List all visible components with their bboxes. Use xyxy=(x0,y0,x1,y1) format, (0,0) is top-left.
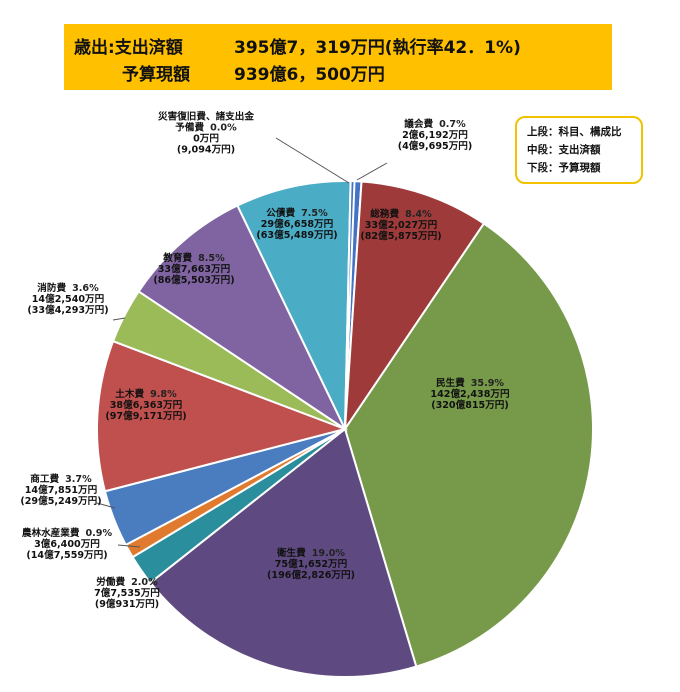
slice-name-10: 公債費 xyxy=(266,207,295,219)
slice-budget-6: (29億5,249万円) xyxy=(20,495,101,507)
slice-percent-1: 8.4% xyxy=(405,209,432,220)
legend-line-middle: 中段：支出済額 xyxy=(527,144,601,156)
slice-budget-2: (320億815万円) xyxy=(431,399,509,411)
pie-slice-7 xyxy=(96,339,349,493)
slice-budget-0: (4億9,695万円) xyxy=(398,140,473,152)
slice-spent-7: 38億6,363万円 xyxy=(110,399,182,411)
slice-budget-7: (97億9,171万円) xyxy=(105,410,186,422)
slice-name-line-11-1: 予備費 xyxy=(175,122,204,134)
slice-budget-8: (33億4,293万円) xyxy=(27,304,108,316)
slice-budget-9: (86億5,503万円) xyxy=(153,274,234,286)
slice-percent-6: 3.7% xyxy=(65,474,92,485)
slice-name-8: 消防費 xyxy=(37,282,66,294)
summary-banner: 歳出:支出済額 395億7，319万円(執行率42．1%) 予算現額 939億6… xyxy=(64,24,612,90)
leader-line-0 xyxy=(356,162,388,181)
slice-label-2: 民生費 35.9%142億2,438万円(320億815万円) xyxy=(430,377,509,411)
slice-label-9: 教育費 8.5%33億7,663万円(86億5,503万円) xyxy=(153,252,234,286)
leader-line-4 xyxy=(149,576,161,586)
slice-title-line-0-0: 議会費 0.7% xyxy=(404,118,466,130)
slice-spent-11: 0万円 xyxy=(193,134,219,145)
leader-line-6 xyxy=(96,502,116,509)
slice-name-2: 民生費 xyxy=(436,377,465,389)
slice-percent-0: 0.7% xyxy=(439,119,466,130)
pie-slice-2 xyxy=(343,222,594,668)
pie-slices xyxy=(96,180,594,678)
slice-name-line-11-0: 災害復旧費、諸支出金 xyxy=(157,111,254,123)
slice-spent-10: 29億6,658万円 xyxy=(261,218,333,230)
slice-spent-6: 14億7,851万円 xyxy=(25,484,97,496)
legend-line-bottom: 下段：予算現額 xyxy=(527,162,601,174)
slice-label-7: 土木費 9.8%38億6,363万円(97億9,171万円) xyxy=(105,388,186,422)
slice-percent-7: 9.8% xyxy=(150,389,177,400)
slice-spent-2: 142億2,438万円 xyxy=(430,388,509,400)
slice-budget-3: (196億2,826万円) xyxy=(267,569,355,581)
leader-line-5 xyxy=(117,544,141,548)
slice-percent-8: 3.6% xyxy=(72,283,99,294)
slice-labels: 議会費 0.7%2億6,192万円(4億9,695万円) 総務費 8.4%33億2,0… xyxy=(20,111,509,611)
slice-name-3: 衛生費 xyxy=(276,547,306,559)
leader-line-8 xyxy=(112,317,126,321)
slice-spent-9: 33億7,663万円 xyxy=(158,263,230,275)
slice-spent-8: 14億2,540万円 xyxy=(32,293,104,305)
slice-percent-3: 19.0% xyxy=(312,548,346,559)
slice-budget-5: (14億7,559万円) xyxy=(26,549,107,561)
pie-slice-1 xyxy=(343,180,486,433)
slice-percent-2: 35.9% xyxy=(471,378,505,389)
slice-percent-5: 0.9% xyxy=(85,528,112,539)
slice-budget-1: (82億5,875万円) xyxy=(360,230,441,242)
slice-title-line-9-0: 教育費 8.5% xyxy=(162,252,225,264)
slice-label-5: 農林水産業費 0.9%3億6,400万円(14億7,559万円) xyxy=(22,527,113,561)
slice-label-0: 議会費 0.7%2億6,192万円(4億9,695万円) xyxy=(398,118,473,152)
pie-slice-11 xyxy=(344,180,356,430)
leader-line-11 xyxy=(275,137,350,184)
slice-budget-10: (63億5,489万円) xyxy=(256,229,337,241)
slice-label-1: 総務費 8.4%33億2,027万円(82億5,875万円) xyxy=(360,208,441,242)
slice-percent-9: 8.5% xyxy=(198,253,225,264)
slice-spent-5: 3億6,400万円 xyxy=(34,538,100,550)
pie-slice-3 xyxy=(148,427,418,678)
slice-spent-0: 2億6,192万円 xyxy=(402,129,468,141)
budget-label: 予算現額 xyxy=(122,65,190,85)
slice-label-4: 労働費 2.0%7億7,535万円(9億931万円) xyxy=(94,576,160,610)
pie-slice-10 xyxy=(236,180,352,430)
slice-title-line-2-0: 民生費 35.9% xyxy=(436,377,504,389)
slice-label-3: 衛生費 19.0%75億1,652万円(196億2,826万円) xyxy=(267,547,355,581)
slice-name-6: 商工費 xyxy=(30,473,59,485)
pie-slice-9 xyxy=(137,204,348,432)
slice-label-10: 公債費 7.5%29億6,658万円(63億5,489万円) xyxy=(256,207,337,241)
row-legend-box: 上段：科目、構成比 中段：支出済額 下段：予算現額 xyxy=(515,116,643,184)
slice-title-line-3-0: 衛生費 19.0% xyxy=(276,547,345,559)
slice-title-line-10-0: 公債費 7.5% xyxy=(266,207,328,219)
slice-title-line-4-0: 労働費 2.0% xyxy=(96,576,158,588)
legend-line-top: 上段：科目、構成比 xyxy=(527,126,622,138)
slice-percent-4: 2.0% xyxy=(131,577,158,588)
expenditure-value: 395億7，319万円(執行率42．1%) xyxy=(234,38,521,58)
budget-value: 939億6，500万円 xyxy=(234,65,385,85)
slice-name-1: 総務費 xyxy=(370,208,399,220)
slice-name-7: 土木費 xyxy=(115,388,144,400)
slice-spent-3: 75億1,652万円 xyxy=(275,558,347,570)
slice-label-6: 商工費 3.7%14億7,851万円(29億5,249万円) xyxy=(20,473,101,507)
slice-name-9: 教育費 xyxy=(162,252,192,264)
slice-percent-11: 0.0% xyxy=(210,123,237,134)
slice-budget-4: (9億931万円) xyxy=(95,598,159,610)
leader-lines xyxy=(96,137,388,586)
slice-title-line-8-0: 消防費 3.6% xyxy=(37,282,99,294)
slice-budget-11: (9,094万円) xyxy=(177,145,235,156)
slice-name-5: 農林水産業費 xyxy=(22,527,80,539)
slice-spent-4: 7億7,535万円 xyxy=(94,587,160,599)
slice-spent-1: 33億2,027万円 xyxy=(365,219,437,231)
slice-title-line-7-0: 土木費 9.8% xyxy=(115,388,177,400)
slice-name-0: 議会費 xyxy=(404,118,433,130)
slice-title-line-6-0: 商工費 3.7% xyxy=(30,473,92,485)
expenditure-label: 歳出:支出済額 xyxy=(74,38,183,58)
slice-title-line-5-0: 農林水産業費 0.9% xyxy=(22,527,113,539)
slice-label-8: 消防費 3.6%14億2,540万円(33億4,293万円) xyxy=(27,282,108,316)
slice-title-line-11-1: 予備費 0.0% xyxy=(175,122,237,134)
slice-title-line-1-0: 総務費 8.4% xyxy=(370,208,432,220)
slice-name-4: 労働費 xyxy=(96,576,125,588)
slice-percent-10: 7.5% xyxy=(301,208,328,219)
